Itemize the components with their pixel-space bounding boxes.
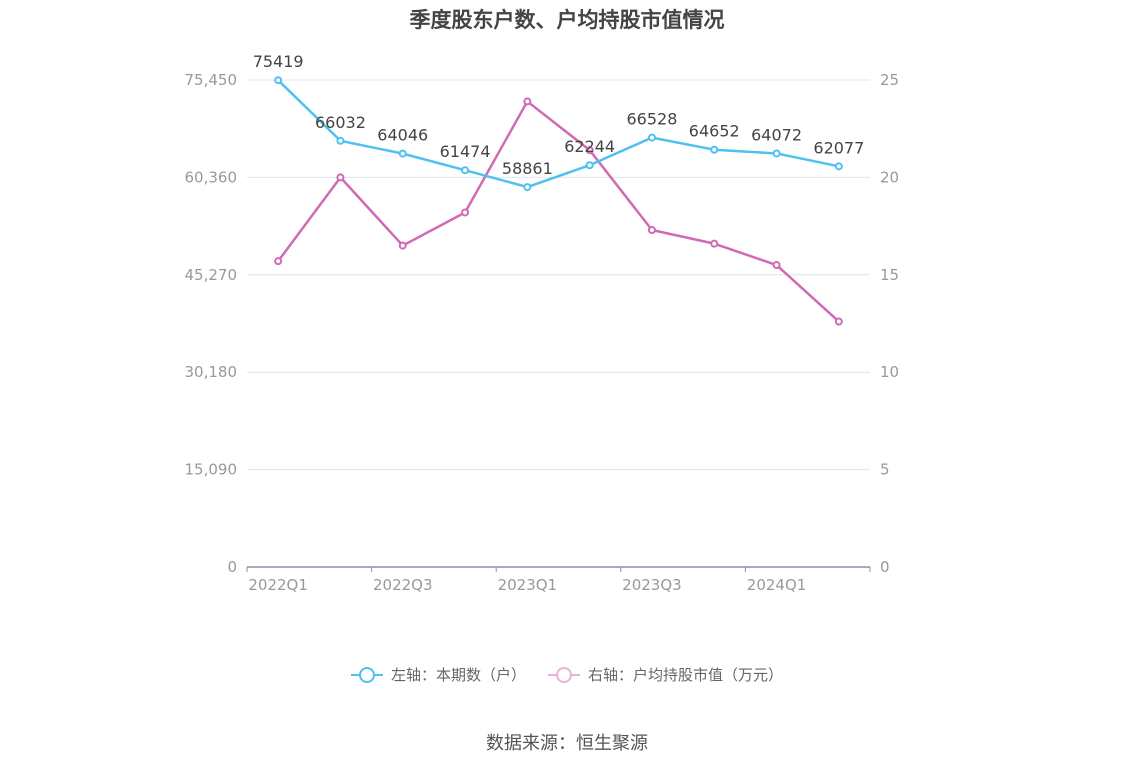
data-label: 58861 [502,159,553,178]
right-axis-tick-label: 5 [880,461,890,479]
data-point-left [336,136,345,145]
data-label: 62244 [564,137,615,156]
data-point-left [710,145,719,154]
right-axis-tick-label: 20 [880,168,899,186]
data-point-right [274,257,283,266]
chart-legend: 左轴：本期数（户） 右轴：户均持股市值（万元） [0,664,1134,685]
data-label: 61474 [440,142,491,161]
series-line-right [277,100,840,323]
data-point-right [772,261,781,270]
data-label: 66032 [315,113,366,132]
left-axis-tick-label: 60,360 [185,168,238,186]
data-point-right [398,241,407,250]
data-point-left [834,162,843,171]
left-axis-tick-label: 30,180 [185,363,238,381]
data-point-left [398,149,407,158]
x-axis-tick-label: 2023Q3 [622,576,682,594]
legend-swatch-left-icon [350,666,383,683]
right-axis-tick-label: 15 [880,266,899,284]
data-point-right [834,317,843,326]
data-source: 数据来源：恒生聚源 [486,733,648,754]
left-axis-tick-label: 15,090 [185,461,238,479]
data-label: 64072 [751,125,802,144]
left-axis-tick-label: 75,450 [185,71,238,89]
legend-swatch-right-icon [548,666,580,683]
data-point-right [461,208,470,217]
legend-label-left: 左轴：本期数（户） [390,666,526,684]
data-point-left [647,133,656,142]
data-point-left [772,149,781,158]
right-axis-tick-label: 10 [880,363,899,381]
x-axis-tick-label: 2022Q3 [373,576,433,594]
right-axis-tick-label: 25 [880,71,899,89]
data-point-right [336,173,345,182]
left-axis-tick-label: 0 [227,558,237,576]
data-point-left [461,166,470,175]
data-point-right [710,239,719,248]
legend-item-right-axis[interactable]: 右轴：户均持股市值（万元） [548,664,783,685]
chart-title: 季度股东户数、户均持股市值情况 [409,8,725,32]
x-axis-tick-label: 2022Q1 [248,576,308,594]
data-point-right [647,225,656,234]
left-axis-tick-label: 45,270 [185,266,238,284]
data-label: 62077 [813,138,864,157]
legend-item-left-axis[interactable]: 左轴：本期数（户） [350,664,526,685]
series-line-left [277,79,840,189]
right-axis-tick-label: 0 [880,558,890,576]
data-point-left [274,76,283,85]
x-axis-tick-label: 2024Q1 [747,576,807,594]
data-label: 64652 [689,122,740,141]
data-label: 66528 [626,110,677,129]
legend-label-right: 右轴：户均持股市值（万元） [588,666,784,684]
data-label: 75419 [253,52,304,71]
x-axis-tick-label: 2023Q1 [498,576,558,594]
data-point-left [585,161,594,170]
data-point-right [523,97,532,106]
data-point-right [585,146,594,155]
data-label: 64046 [377,126,428,145]
data-point-left [523,183,532,192]
